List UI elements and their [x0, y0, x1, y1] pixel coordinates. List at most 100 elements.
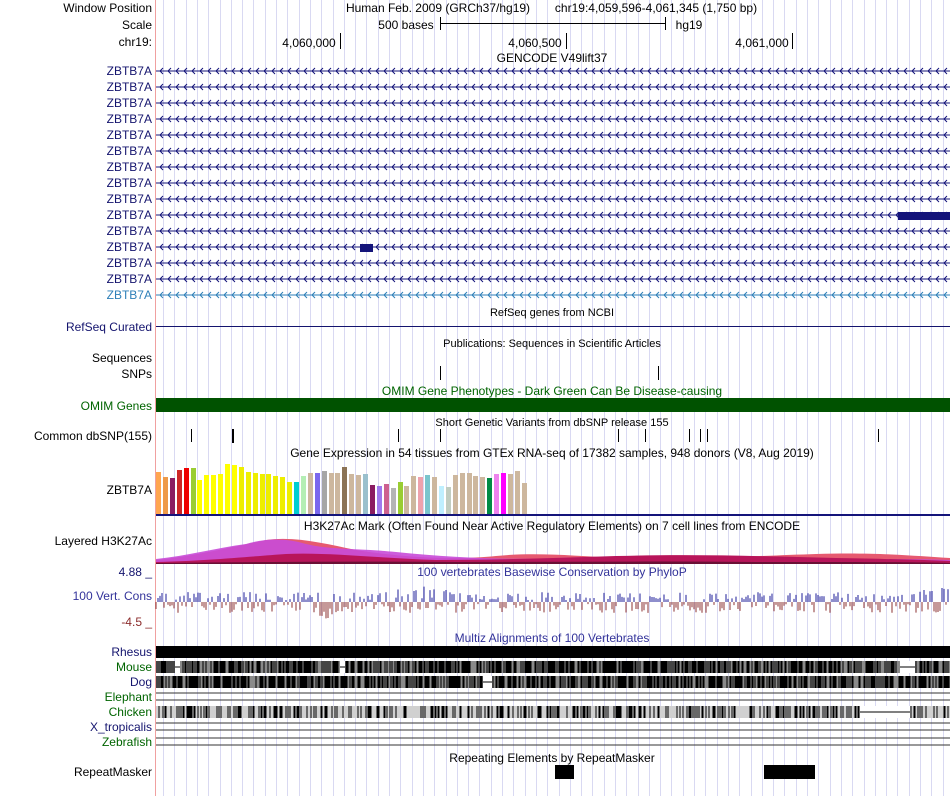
gtex-tissue-bar[interactable]	[363, 474, 368, 514]
gtex-tissue-bar[interactable]	[245, 472, 251, 514]
refseq-track-label[interactable]: RefSeq Curated	[65, 320, 152, 334]
gencode-transcript[interactable]	[156, 211, 950, 219]
gtex-tissue-bar[interactable]	[342, 467, 348, 514]
dbsnp-track-label[interactable]: Common dbSNP(155)	[33, 429, 152, 443]
gencode-transcript[interactable]	[156, 163, 950, 171]
snps-track-label[interactable]: SNPs	[121, 367, 152, 381]
dbsnp-variant[interactable]	[618, 429, 619, 442]
gencode-transcript-label[interactable]: ZBTB7A	[106, 256, 152, 270]
gtex-tissue-bar[interactable]	[397, 482, 403, 514]
gencode-transcript-label[interactable]: ZBTB7A	[106, 240, 152, 254]
multiz-species-rhesus[interactable]: Rhesus	[111, 645, 152, 659]
multiz-species-x-tropicalis[interactable]: X_tropicalis	[89, 720, 152, 734]
phylop-signal[interactable]	[155, 574, 950, 630]
gtex-tissue-bar[interactable]	[404, 486, 410, 514]
gtex-tissue-bar[interactable]	[307, 473, 313, 514]
gencode-transcript[interactable]	[156, 227, 950, 235]
gencode-transcript-label[interactable]: ZBTB7A	[106, 96, 152, 110]
gtex-tissue-bar[interactable]	[369, 485, 375, 514]
gencode-transcript-label[interactable]: ZBTB7A	[106, 272, 152, 286]
gencode-transcript[interactable]	[156, 131, 950, 139]
dbsnp-variant[interactable]	[878, 429, 879, 442]
multiz-alignment-row[interactable]	[156, 706, 950, 718]
gtex-tissue-bar[interactable]	[231, 465, 237, 514]
dbsnp-variant[interactable]	[191, 429, 192, 442]
gencode-transcript-label[interactable]: ZBTB7A	[106, 176, 152, 190]
dbsnp-variant[interactable]	[645, 429, 646, 442]
gtex-tissue-bar[interactable]	[494, 474, 500, 514]
gtex-tissue-bar[interactable]	[218, 474, 224, 514]
gencode-transcript-label[interactable]: ZBTB7A	[106, 128, 152, 142]
gtex-tissue-bar[interactable]	[204, 475, 210, 514]
gencode-exon[interactable]	[898, 212, 950, 220]
gtex-tissue-bar[interactable]	[521, 483, 527, 514]
gtex-tissue-bar[interactable]	[349, 474, 355, 514]
dbsnp-variant[interactable]	[440, 429, 441, 442]
gtex-tissue-bar[interactable]	[287, 482, 293, 514]
gencode-transcript-label[interactable]: ZBTB7A	[106, 160, 152, 174]
multiz-species-zebrafish[interactable]: Zebrafish	[101, 735, 152, 749]
snp-publication-mark[interactable]	[440, 366, 441, 380]
gtex-tissue-bar[interactable]	[176, 470, 182, 514]
multiz-species-dog[interactable]: Dog	[129, 675, 152, 689]
gtex-tissue-bar[interactable]	[225, 464, 230, 514]
gtex-tissue-bar[interactable]	[335, 473, 341, 514]
multiz-alignment-row[interactable]	[156, 646, 950, 658]
dbsnp-variant[interactable]	[233, 429, 234, 443]
gencode-transcript[interactable]	[156, 275, 950, 283]
gtex-tissue-bar[interactable]	[156, 472, 161, 514]
gencode-transcript[interactable]	[156, 83, 950, 91]
gtex-tissue-bar[interactable]	[501, 473, 506, 514]
dbsnp-variant[interactable]	[689, 429, 690, 442]
gencode-transcript-label[interactable]: ZBTB7A	[106, 64, 152, 78]
gtex-tissue-bar[interactable]	[211, 475, 217, 514]
gtex-tissue-bar[interactable]	[169, 478, 175, 514]
gtex-tissue-bar[interactable]	[259, 474, 265, 514]
gencode-transcript[interactable]	[156, 259, 950, 267]
multiz-species-mouse[interactable]: Mouse	[115, 660, 152, 674]
gtex-tissue-bar[interactable]	[452, 475, 458, 514]
gtex-tissue-bar[interactable]	[162, 477, 168, 514]
gtex-tissue-bar[interactable]	[445, 487, 451, 514]
gtex-tissue-bar[interactable]	[487, 478, 493, 514]
gtex-tissue-bar[interactable]	[425, 475, 431, 514]
gtex-tissue-bar[interactable]	[438, 486, 444, 514]
omim-track-label[interactable]: OMIM Genes	[80, 399, 152, 413]
gtex-tissue-bar[interactable]	[473, 476, 479, 514]
gencode-transcript-label[interactable]: ZBTB7A	[106, 224, 152, 238]
gtex-tissue-bar[interactable]	[432, 477, 437, 514]
gtex-tissue-bar[interactable]	[183, 468, 189, 514]
gencode-transcript-label[interactable]: ZBTB7A	[106, 192, 152, 206]
multiz-species-elephant[interactable]: Elephant	[104, 690, 152, 704]
repeat-element[interactable]	[555, 765, 574, 779]
gencode-transcript-label[interactable]: ZBTB7A	[106, 208, 152, 222]
gtex-tissue-bar[interactable]	[266, 474, 272, 514]
dbsnp-variant[interactable]	[232, 429, 233, 443]
snp-publication-mark[interactable]	[658, 366, 659, 380]
gtex-tissue-bar[interactable]	[376, 486, 382, 514]
multiz-species-chicken[interactable]: Chicken	[108, 705, 152, 719]
gtex-tissue-bar[interactable]	[514, 471, 520, 514]
gencode-transcript-label[interactable]: ZBTB7A	[106, 288, 152, 302]
gtex-tissue-bar[interactable]	[252, 473, 258, 514]
gtex-tissue-bar[interactable]	[294, 482, 299, 514]
gtex-tissue-bar[interactable]	[190, 468, 196, 514]
gtex-tissue-bar[interactable]	[280, 477, 286, 514]
gtex-tissue-bar[interactable]	[411, 476, 417, 514]
gtex-tissue-bar[interactable]	[321, 471, 327, 514]
gtex-track-label[interactable]: ZBTB7A	[106, 483, 152, 497]
gtex-tissue-bar[interactable]	[383, 484, 389, 514]
gtex-tissue-bar[interactable]	[273, 476, 279, 514]
gtex-tissue-bar[interactable]	[466, 473, 472, 514]
gtex-tissue-bar[interactable]	[238, 467, 244, 514]
gtex-tissue-bar[interactable]	[356, 475, 362, 514]
phylop-track-label[interactable]: 100 Vert. Cons	[72, 589, 152, 603]
gencode-exon[interactable]	[360, 244, 373, 252]
gtex-tissue-bar[interactable]	[390, 488, 396, 514]
gencode-transcript[interactable]	[156, 67, 950, 75]
gencode-transcript[interactable]	[156, 195, 950, 203]
gencode-transcript[interactable]	[156, 99, 950, 107]
repeatmasker-track-label[interactable]: RepeatMasker	[73, 765, 152, 779]
gencode-transcript[interactable]	[156, 291, 950, 299]
gtex-tissue-bar[interactable]	[328, 473, 334, 514]
